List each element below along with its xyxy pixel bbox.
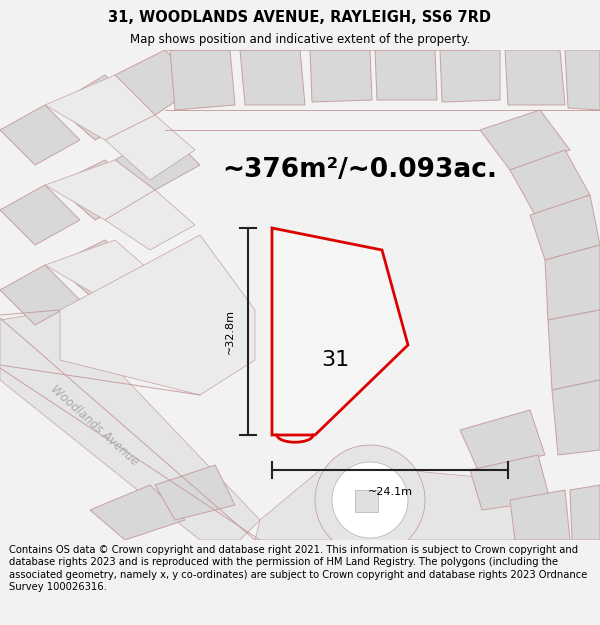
Polygon shape [155,465,235,520]
Text: 31: 31 [321,350,349,370]
Polygon shape [355,490,378,512]
Polygon shape [55,240,140,300]
Polygon shape [45,240,155,300]
Polygon shape [90,485,185,540]
Polygon shape [0,265,80,325]
Polygon shape [240,50,305,105]
Polygon shape [45,75,155,140]
Text: ~24.1m: ~24.1m [367,487,413,497]
Polygon shape [255,465,515,540]
Polygon shape [545,245,600,320]
Polygon shape [0,105,80,165]
Polygon shape [105,115,195,180]
Polygon shape [530,195,600,260]
Polygon shape [480,110,570,170]
Polygon shape [45,160,155,220]
Polygon shape [440,50,500,102]
Text: ~32.8m: ~32.8m [225,309,235,354]
Polygon shape [60,235,255,395]
Polygon shape [565,50,600,110]
Polygon shape [310,50,372,102]
Polygon shape [375,50,437,100]
Polygon shape [548,310,600,390]
Polygon shape [460,410,545,470]
Text: ~376m²/~0.093ac.: ~376m²/~0.093ac. [223,157,497,183]
Polygon shape [272,228,408,435]
Polygon shape [510,150,590,215]
Polygon shape [55,160,140,220]
Polygon shape [115,50,200,115]
Polygon shape [115,130,200,190]
Polygon shape [315,445,425,555]
Polygon shape [55,75,140,140]
Text: Contains OS data © Crown copyright and database right 2021. This information is : Contains OS data © Crown copyright and d… [9,545,587,592]
Text: Map shows position and indicative extent of the property.: Map shows position and indicative extent… [130,32,470,46]
Polygon shape [0,310,260,540]
Polygon shape [170,50,235,110]
Polygon shape [505,50,565,105]
Polygon shape [470,455,550,510]
Polygon shape [570,485,600,540]
Text: 31, WOODLANDS AVENUE, RAYLEIGH, SS6 7RD: 31, WOODLANDS AVENUE, RAYLEIGH, SS6 7RD [109,10,491,25]
Text: Woodlands Avenue: Woodlands Avenue [49,382,142,468]
Polygon shape [552,380,600,455]
Polygon shape [105,190,195,250]
Polygon shape [510,490,570,540]
Polygon shape [0,185,80,245]
Polygon shape [332,462,408,538]
